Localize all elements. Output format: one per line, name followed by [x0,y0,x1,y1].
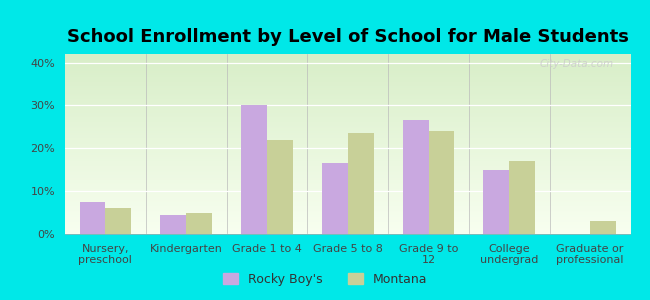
Bar [348,133,374,234]
Bar [267,140,292,234]
Bar [484,170,510,234]
Bar [79,202,105,234]
Bar [161,215,186,234]
Bar [186,213,212,234]
Title: School Enrollment by Level of School for Male Students: School Enrollment by Level of School for… [67,28,629,46]
Bar [428,131,454,234]
Bar [590,221,616,234]
Legend: Rocky Boy's, Montana: Rocky Boy's, Montana [218,268,432,291]
Bar [322,163,348,234]
Bar [403,120,428,234]
Text: City-Data.com: City-Data.com [540,59,614,69]
Bar [105,208,131,234]
Bar [241,105,267,234]
Bar [510,161,535,234]
